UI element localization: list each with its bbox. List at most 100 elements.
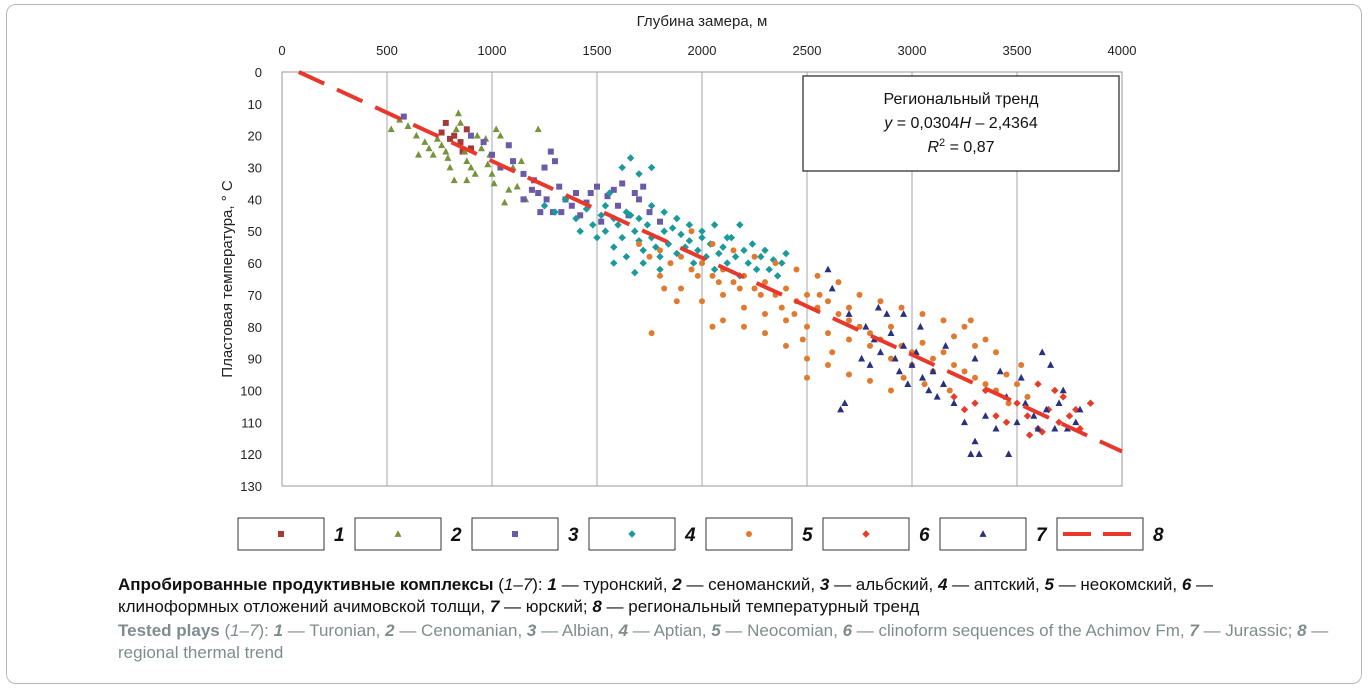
data-point (940, 317, 947, 324)
x-tick-label: 2000 (688, 43, 717, 58)
legend-marker (512, 531, 518, 537)
data-point (454, 109, 462, 117)
data-point (720, 317, 726, 324)
legend-item-5: 5 (705, 517, 813, 551)
data-point (446, 163, 454, 171)
data-point (421, 138, 429, 145)
data-point (631, 268, 639, 277)
data-point (589, 221, 597, 229)
data-point (710, 221, 719, 229)
data-point (919, 311, 926, 318)
data-point (783, 285, 789, 292)
data-point (1013, 418, 1021, 426)
data-point (709, 272, 716, 279)
data-point (587, 190, 594, 197)
legend-marker (394, 530, 402, 537)
data-point (459, 148, 466, 155)
annotation-r-var: R (927, 139, 939, 156)
data-point (762, 311, 768, 318)
data-point (635, 170, 643, 178)
data-point (858, 354, 866, 362)
data-point (598, 218, 605, 225)
data-point (619, 180, 626, 187)
data-point (688, 266, 695, 273)
data-point (433, 135, 441, 142)
data-point (622, 208, 631, 216)
series-2 (387, 109, 542, 206)
data-point (694, 246, 702, 255)
data-point (480, 139, 487, 146)
data-point (736, 221, 744, 229)
data-point (631, 227, 639, 235)
data-point (982, 412, 989, 419)
trend-line (297, 70, 1123, 454)
data-point (804, 374, 810, 381)
data-point (457, 119, 464, 126)
annotation-box: Региональный тренд y = 0,0304H – 2,4364 … (802, 75, 1120, 172)
data-point (657, 218, 663, 225)
data-point (610, 186, 617, 193)
data-point (898, 304, 905, 311)
data-point (921, 381, 928, 388)
data-point (534, 125, 542, 133)
caption-en-range-close: ): (258, 621, 274, 640)
data-point (772, 260, 779, 267)
data-point (673, 249, 681, 258)
caption-english: Tested plays (1–7): 1 — Turonian, 2 — Ce… (118, 620, 1338, 664)
legend-label: 3 (568, 525, 579, 546)
legend-marker (979, 530, 987, 537)
data-point (996, 367, 1004, 375)
data-point (626, 154, 635, 162)
data-point (444, 154, 452, 161)
data-point (647, 163, 656, 172)
data-point (489, 151, 495, 158)
data-point (656, 265, 664, 274)
data-point (1034, 380, 1042, 388)
data-point (982, 381, 989, 388)
data-point (723, 259, 731, 267)
data-point (744, 259, 752, 267)
legend-marker (278, 531, 284, 537)
data-point (748, 240, 757, 248)
data-point (615, 202, 621, 209)
data-point (856, 291, 863, 298)
data-point (660, 227, 668, 235)
caption-ru-n4: 4 (937, 575, 948, 594)
data-point (1055, 418, 1063, 427)
data-point (709, 323, 716, 330)
data-point (1030, 412, 1038, 419)
data-point (967, 450, 975, 458)
data-point (1051, 386, 1059, 395)
data-point (547, 148, 554, 155)
y-tick-label: 90 (248, 352, 262, 367)
data-point (657, 272, 663, 279)
data-point (908, 361, 916, 368)
caption-ru-range: 1–7 (503, 575, 533, 594)
data-point (622, 252, 631, 261)
data-point (535, 190, 542, 197)
data-point (741, 304, 747, 311)
data-point (866, 361, 874, 368)
data-point (888, 323, 894, 330)
data-point (648, 330, 655, 337)
legend-label: 6 (919, 525, 930, 546)
data-point (887, 329, 895, 336)
legend-label: 5 (802, 525, 813, 546)
data-point (501, 198, 509, 206)
data-points (387, 109, 1095, 458)
annotation-line1: Региональный тренд (884, 91, 1040, 108)
data-point (791, 311, 798, 318)
caption-en-t7: — Jurassic; (1198, 621, 1298, 640)
data-point (846, 371, 852, 378)
data-point (461, 147, 469, 155)
data-point (950, 393, 958, 401)
data-point (1014, 381, 1020, 388)
data-point (505, 185, 513, 193)
data-point (646, 253, 653, 260)
legend-item-2: 2 (354, 517, 462, 551)
data-point (1038, 428, 1046, 436)
x-tick-label: 500 (376, 43, 398, 58)
data-point (558, 209, 565, 216)
x-tick-label: 1500 (583, 43, 612, 58)
data-point (971, 354, 979, 362)
